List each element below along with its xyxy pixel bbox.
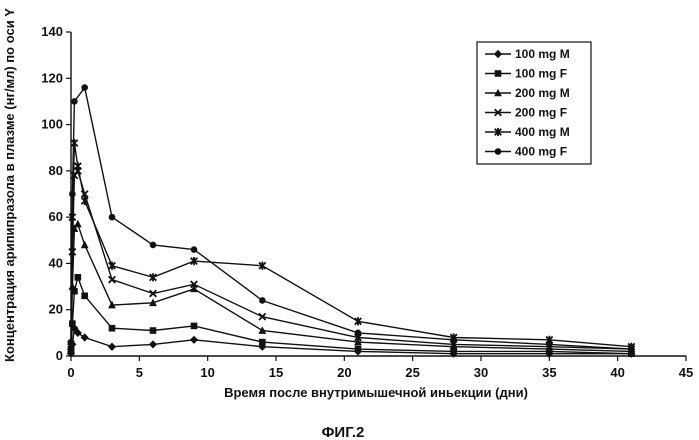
x-tick-label: 40 (610, 365, 624, 380)
data-point (81, 241, 89, 249)
data-point (81, 84, 88, 91)
series-line (71, 171, 631, 349)
x-tick-label: 15 (269, 365, 283, 380)
data-point (149, 340, 157, 348)
data-point (71, 98, 78, 105)
data-point (191, 323, 198, 330)
data-point (68, 339, 75, 346)
data-point (109, 325, 116, 332)
y-tick-label: 120 (41, 70, 63, 85)
data-point (71, 139, 78, 147)
x-tick-label: 0 (67, 365, 74, 380)
series-200-mg-m (67, 220, 635, 355)
x-tick-label: 10 (200, 365, 214, 380)
y-tick-label: 80 (49, 163, 63, 178)
y-tick-label: 40 (49, 255, 63, 270)
data-point (109, 214, 116, 221)
plot-area: 0 20 40 60 80 100 120 140 0 5 10 15 20 25 30 35 40 45 (41, 24, 693, 380)
data-point (150, 242, 157, 249)
legend: 100 mg M 100 mg F 200 mg M 200 mg F 400 mg M… (477, 42, 591, 164)
y-tick-label: 60 (49, 209, 63, 224)
data-point (259, 339, 266, 346)
x-tick-label: 45 (679, 365, 693, 380)
legend-label: 200 mg F (515, 106, 567, 120)
data-point (259, 297, 266, 304)
x-tick-label: 5 (136, 365, 143, 380)
legend-label: 100 mg M (515, 47, 570, 61)
y-axis-title: Концентрация арипипразола в плазме (нг/м… (2, 8, 17, 362)
x-tick-label: 35 (542, 365, 556, 380)
x-tick-label: 25 (405, 365, 419, 380)
data-point (108, 343, 116, 351)
y-tick-label: 0 (56, 348, 63, 363)
data-point (150, 327, 157, 334)
legend-marker (495, 70, 502, 77)
data-point (190, 336, 198, 344)
series-200-mg-f (68, 168, 635, 353)
data-point (75, 274, 82, 281)
data-point (191, 246, 198, 253)
legend-label: 400 mg M (515, 125, 570, 139)
data-point (81, 333, 89, 341)
legend-label: 100 mg F (515, 67, 567, 81)
y-tick-label: 100 (41, 117, 63, 132)
data-point (450, 337, 457, 344)
y-tick-label: 20 (49, 302, 63, 317)
legend-label: 400 mg F (515, 145, 567, 159)
figure-caption: ФИГ.2 (322, 424, 365, 440)
x-axis-title: Время после внутримышечной иньекции (дни… (224, 385, 528, 400)
legend-label: 200 mg M (515, 86, 570, 100)
data-point (69, 320, 76, 327)
data-point (258, 326, 266, 334)
legend-marker (495, 148, 502, 155)
x-tick-label: 20 (337, 365, 351, 380)
data-point (69, 191, 76, 198)
data-point (355, 346, 362, 353)
y-tick-label: 140 (41, 24, 63, 39)
data-point (628, 346, 635, 353)
data-point (81, 293, 88, 300)
data-point (75, 162, 82, 170)
x-tick-label: 30 (474, 365, 488, 380)
data-point (546, 341, 553, 348)
data-point (355, 330, 362, 337)
